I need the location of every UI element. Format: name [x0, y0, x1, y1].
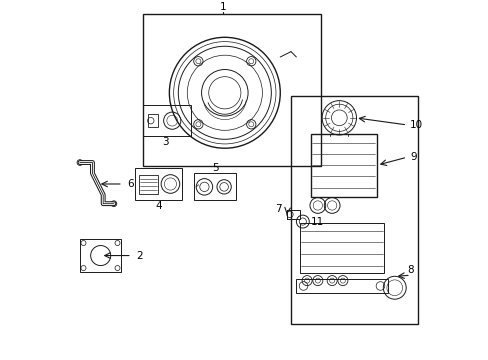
Bar	[299, 223, 383, 274]
Text: 6: 6	[127, 179, 134, 189]
Bar	[310, 134, 376, 197]
Text: 8: 8	[407, 265, 413, 275]
Bar	[135, 168, 182, 200]
Bar	[142, 14, 321, 166]
Text: 7: 7	[275, 204, 282, 214]
Bar	[80, 239, 121, 272]
Bar	[296, 279, 387, 293]
Text: 5: 5	[211, 163, 218, 173]
Bar	[286, 210, 300, 219]
Bar	[194, 173, 235, 200]
Bar	[142, 105, 190, 136]
Text: 4: 4	[155, 201, 162, 211]
Text: 1: 1	[219, 2, 226, 12]
Circle shape	[111, 201, 117, 207]
Bar	[147, 114, 158, 127]
Text: 11: 11	[310, 217, 323, 226]
Circle shape	[77, 160, 82, 165]
Text: 10: 10	[409, 120, 423, 130]
Text: 2: 2	[136, 251, 143, 261]
Bar	[290, 96, 417, 324]
Bar	[139, 175, 157, 194]
Text: 3: 3	[162, 137, 169, 147]
Text: 9: 9	[409, 152, 416, 162]
